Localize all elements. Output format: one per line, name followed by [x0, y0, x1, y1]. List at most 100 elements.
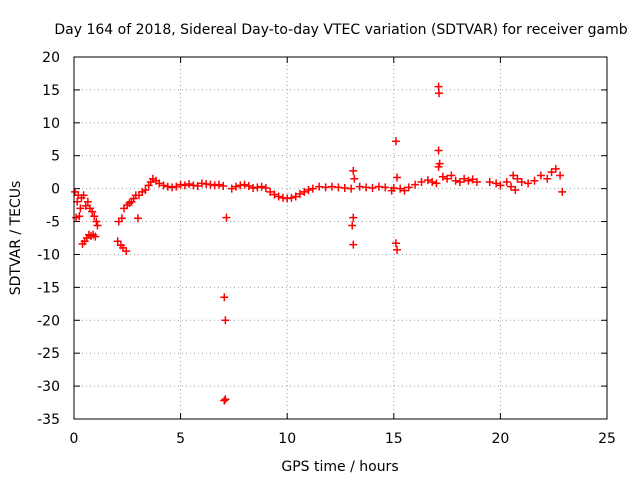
- y-tick-label: -30: [37, 379, 60, 395]
- data-point: [274, 192, 283, 201]
- y-tick-label: 5: [51, 149, 60, 165]
- data-point: [90, 212, 99, 221]
- data-point: [391, 239, 400, 248]
- data-point: [423, 176, 432, 185]
- data-point: [404, 183, 413, 192]
- data-point: [141, 185, 150, 194]
- data-point: [308, 184, 317, 193]
- data-point: [295, 189, 304, 198]
- x-tick-label: 20: [491, 431, 509, 447]
- data-point: [220, 293, 229, 302]
- data-point: [530, 176, 539, 185]
- data-point: [492, 179, 501, 188]
- x-axis-label: GPS time / hours: [281, 459, 398, 475]
- data-point: [547, 168, 556, 177]
- y-tick-label: 0: [51, 182, 60, 198]
- data-point: [214, 180, 223, 189]
- y-tick-label: 15: [42, 83, 60, 99]
- data-point: [270, 190, 279, 199]
- data-point: [513, 174, 522, 183]
- data-point: [227, 184, 236, 193]
- data-point: [434, 89, 443, 98]
- data-point: [347, 184, 356, 193]
- y-tick-label: -25: [37, 346, 60, 362]
- data-point: [73, 197, 82, 206]
- x-tick-label: 0: [70, 431, 79, 447]
- axis-ticks: 0 5 10 15 20 25 20 15 10 5 0 -5 -10 -15 -20 -25 -30 -35: [37, 50, 616, 447]
- data-point: [261, 183, 270, 192]
- data-point: [455, 178, 464, 187]
- data-point: [496, 181, 505, 190]
- data-point: [502, 178, 511, 187]
- data-point: [222, 213, 231, 222]
- data-point: [428, 178, 437, 187]
- data-point: [509, 171, 518, 180]
- y-axis-label: SDTVAR / TECUs: [8, 181, 24, 296]
- grid-lines: [74, 57, 607, 419]
- data-point: [472, 178, 481, 187]
- data-point: [350, 174, 359, 183]
- data-point: [558, 187, 567, 196]
- plot-frame: [73, 56, 608, 420]
- data-point: [287, 193, 296, 202]
- data-point: [551, 164, 560, 173]
- y-tick-label: -20: [37, 313, 60, 329]
- data-point: [396, 184, 405, 193]
- data-point: [460, 174, 469, 183]
- data-point: [517, 178, 526, 187]
- data-point: [411, 180, 420, 189]
- data-point: [451, 176, 460, 185]
- data-point: [180, 181, 189, 190]
- data-point: [485, 178, 494, 187]
- data-point: [155, 179, 164, 188]
- data-point: [133, 214, 142, 223]
- data-point: [159, 181, 168, 190]
- data-point: [434, 146, 443, 155]
- data-point: [304, 185, 313, 194]
- data-point: [232, 182, 241, 191]
- data-point: [221, 395, 230, 404]
- data-point: [391, 137, 400, 146]
- x-tick-label: 15: [385, 431, 403, 447]
- y-tick-label: -15: [37, 280, 60, 296]
- data-point: [193, 182, 202, 191]
- data-point: [83, 197, 92, 206]
- chart-title: Day 164 of 2018, Sidereal Day-to-day VTE…: [54, 22, 627, 38]
- data-point: [93, 221, 102, 230]
- data-point: [257, 182, 266, 191]
- data-point: [240, 180, 249, 189]
- data-point: [244, 182, 253, 191]
- data-point: [76, 204, 85, 213]
- x-tick-label: 10: [278, 431, 296, 447]
- y-tick-label: -5: [46, 215, 60, 231]
- y-tick-label: 10: [42, 116, 60, 132]
- data-point: [349, 166, 358, 175]
- data-point: [349, 240, 358, 249]
- data-point: [556, 171, 565, 180]
- data-point: [368, 183, 377, 192]
- data-point: [220, 396, 229, 405]
- data-point: [381, 183, 390, 192]
- x-tick-label: 25: [598, 431, 616, 447]
- data-point: [511, 185, 520, 194]
- data-point: [392, 245, 401, 254]
- data-point: [468, 175, 477, 184]
- data-point: [438, 172, 447, 181]
- y-tick-label: -35: [37, 412, 60, 428]
- data-point: [91, 232, 100, 241]
- data-point: [400, 186, 409, 195]
- data-point: [392, 173, 401, 182]
- data-point: [443, 174, 452, 183]
- y-tick-label: 20: [42, 50, 60, 66]
- data-points: [71, 82, 567, 405]
- x-tick-label: 5: [176, 431, 185, 447]
- data-point: [185, 180, 194, 189]
- data-point: [348, 221, 357, 230]
- data-point: [434, 162, 443, 171]
- data-point: [219, 182, 228, 191]
- data-point: [221, 316, 230, 325]
- data-point: [349, 213, 358, 222]
- data-point: [300, 187, 309, 196]
- data-point: [543, 174, 552, 183]
